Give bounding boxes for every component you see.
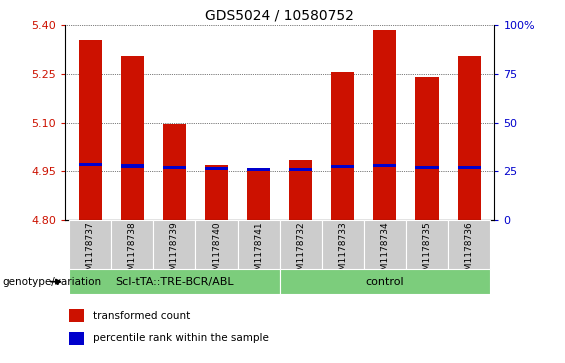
Title: GDS5024 / 10580752: GDS5024 / 10580752 (205, 9, 354, 23)
Bar (69, 332, 84, 345)
FancyBboxPatch shape (364, 220, 406, 269)
Bar (205, 167, 228, 170)
Bar (121, 56, 144, 220)
Text: GSM1178736: GSM1178736 (464, 221, 473, 282)
Text: GSM1178741: GSM1178741 (254, 221, 263, 282)
FancyBboxPatch shape (111, 220, 153, 269)
FancyBboxPatch shape (322, 220, 364, 269)
Bar (163, 166, 186, 170)
Bar (247, 167, 270, 171)
FancyBboxPatch shape (406, 220, 448, 269)
Text: control: control (366, 277, 404, 287)
FancyBboxPatch shape (448, 220, 490, 269)
Bar (458, 56, 481, 220)
Bar (331, 72, 354, 220)
Bar (79, 40, 102, 220)
FancyBboxPatch shape (280, 220, 322, 269)
Text: GSM1178733: GSM1178733 (338, 221, 347, 282)
Bar (205, 164, 228, 220)
FancyBboxPatch shape (280, 269, 490, 294)
Text: GSM1178738: GSM1178738 (128, 221, 137, 282)
Text: GSM1178732: GSM1178732 (296, 221, 305, 282)
Text: GSM1178739: GSM1178739 (170, 221, 179, 282)
Text: GSM1178740: GSM1178740 (212, 221, 221, 282)
Text: ScI-tTA::TRE-BCR/ABL: ScI-tTA::TRE-BCR/ABL (115, 277, 234, 287)
Text: GSM1178734: GSM1178734 (380, 221, 389, 282)
Bar (289, 160, 312, 220)
Text: genotype/variation: genotype/variation (3, 277, 102, 287)
Text: percentile rank within the sample: percentile rank within the sample (93, 333, 269, 343)
Bar (163, 124, 186, 220)
Bar (331, 164, 354, 168)
FancyBboxPatch shape (237, 220, 280, 269)
Bar (121, 164, 144, 167)
Bar (69, 309, 84, 322)
Bar (458, 166, 481, 169)
Text: transformed count: transformed count (93, 311, 190, 321)
Text: GSM1178737: GSM1178737 (86, 221, 95, 282)
FancyBboxPatch shape (69, 220, 111, 269)
FancyBboxPatch shape (69, 269, 280, 294)
Bar (289, 167, 312, 171)
Bar (79, 163, 102, 166)
FancyBboxPatch shape (153, 220, 195, 269)
Bar (415, 77, 438, 220)
Bar (415, 166, 438, 170)
FancyBboxPatch shape (195, 220, 237, 269)
Bar (373, 164, 397, 167)
Text: GSM1178735: GSM1178735 (423, 221, 432, 282)
Bar (373, 30, 397, 220)
Bar (247, 168, 270, 220)
